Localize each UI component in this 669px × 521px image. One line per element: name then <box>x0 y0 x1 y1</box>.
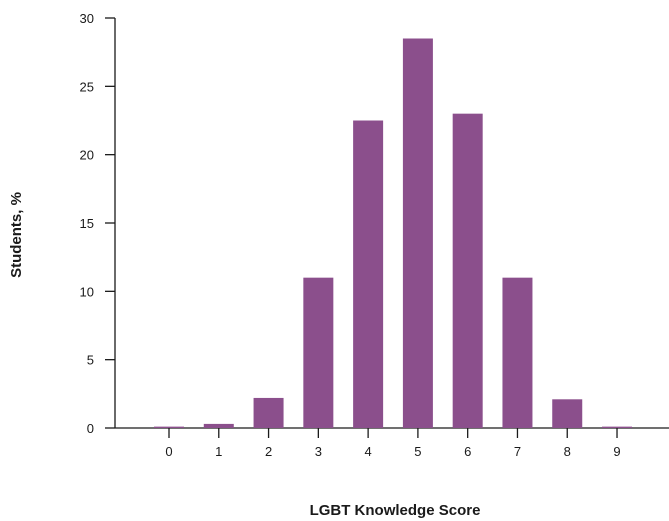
x-tick-label: 4 <box>365 444 372 459</box>
y-axis-title: Students, % <box>8 192 25 278</box>
bar-score-1 <box>203 423 234 428</box>
bar-score-6 <box>452 113 483 429</box>
y-tick-label: 5 <box>87 353 94 368</box>
y-tick-label: 20 <box>80 148 94 163</box>
y-tick-label: 25 <box>80 79 94 94</box>
y-tick-label: 0 <box>87 421 94 436</box>
x-axis: 0 1 2 3 4 5 6 7 8 9 <box>115 427 669 459</box>
x-tick-label: 8 <box>564 444 571 459</box>
bar-score-0 <box>154 426 184 428</box>
x-tick-label: 9 <box>613 444 620 459</box>
y-tick-label: 15 <box>80 216 94 231</box>
x-tick-label: 2 <box>265 444 272 459</box>
bar-score-5 <box>402 38 433 428</box>
bars <box>154 38 633 429</box>
x-tick-label: 5 <box>414 444 421 459</box>
y-tick-label: 30 <box>80 11 94 26</box>
y-axis: 0 5 10 15 20 25 30 <box>80 11 116 436</box>
x-tick-label: 7 <box>514 444 521 459</box>
x-tick-label: 1 <box>215 444 222 459</box>
bar-score-3 <box>303 277 334 428</box>
y-tick-label: 10 <box>80 284 94 299</box>
bar-score-4 <box>353 120 384 428</box>
bar-score-8 <box>552 399 583 428</box>
bar-score-9 <box>602 426 633 428</box>
x-axis-title: LGBT Knowledge Score <box>310 502 481 519</box>
x-tick-label: 0 <box>165 444 172 459</box>
x-tick-label: 6 <box>464 444 471 459</box>
bar-score-7 <box>502 277 533 428</box>
x-tick-label: 3 <box>315 444 322 459</box>
bar-score-2 <box>253 397 284 428</box>
